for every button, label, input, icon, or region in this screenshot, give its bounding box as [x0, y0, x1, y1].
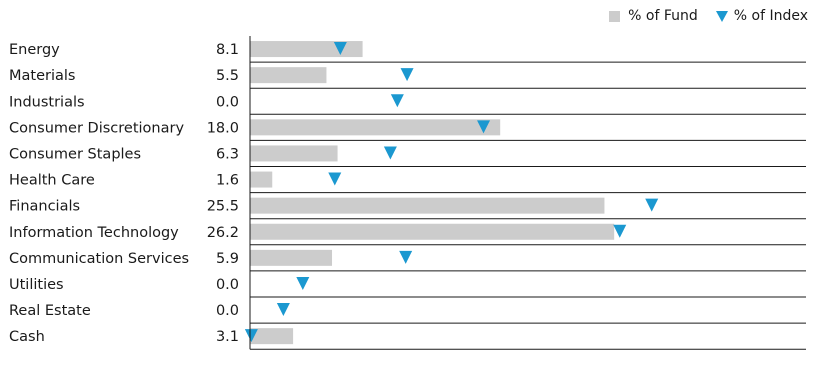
fund-bar	[250, 328, 294, 345]
fund-legend-swatch	[609, 10, 621, 22]
index-marker	[383, 146, 397, 160]
category-label: Information Technology	[9, 225, 179, 241]
fund-bar	[250, 171, 273, 188]
category-label: Health Care	[9, 173, 95, 189]
index-marker	[645, 198, 659, 212]
category-label: Financials	[9, 199, 80, 215]
fund-bar	[250, 145, 338, 162]
category-label: Materials	[9, 68, 75, 84]
fund-value-label: 1.6	[216, 173, 239, 189]
fund-value-label: 5.9	[216, 251, 239, 267]
index-marker	[399, 250, 413, 264]
index-legend-triangle-icon	[715, 10, 728, 22]
fund-value-label: 3.1	[216, 329, 239, 345]
category-label: Energy	[9, 42, 60, 58]
fund-bar	[250, 67, 327, 84]
index-marker	[477, 120, 491, 134]
category-label: Consumer Staples	[9, 146, 141, 162]
index-marker	[244, 329, 258, 343]
fund-value-label: 26.2	[207, 225, 239, 241]
fund-value-label: 18.0	[207, 120, 239, 136]
index-marker	[296, 276, 310, 290]
index-marker	[613, 224, 627, 238]
category-label: Consumer Discretionary	[9, 120, 184, 136]
category-label: Cash	[9, 329, 45, 345]
index-marker	[333, 42, 347, 56]
category-label: Communication Services	[9, 251, 189, 267]
legend: % of Fund % of Index	[609, 8, 808, 24]
category-label: Utilities	[9, 277, 64, 293]
category-label: Real Estate	[9, 303, 91, 319]
index-legend-label: % of Index	[733, 8, 808, 24]
fund-bar	[250, 249, 333, 266]
index-marker	[390, 94, 404, 108]
index-marker	[400, 68, 414, 82]
index-marker	[276, 303, 290, 317]
category-label: Industrials	[9, 94, 85, 110]
fund-bar	[250, 223, 615, 240]
fund-bar	[250, 119, 501, 136]
fund-bar	[250, 41, 363, 58]
fund-bar	[250, 197, 605, 214]
fund-value-label: 0.0	[216, 94, 239, 110]
fund-value-label: 8.1	[216, 42, 239, 58]
index-marker	[328, 172, 342, 186]
fund-value-label: 6.3	[216, 146, 239, 162]
fund-legend-label: % of Fund	[628, 8, 698, 24]
fund-value-label: 0.0	[216, 277, 239, 293]
fund-value-label: 5.5	[216, 68, 239, 84]
fund-value-label: 25.5	[207, 199, 239, 215]
fund-value-label: 0.0	[216, 303, 239, 319]
